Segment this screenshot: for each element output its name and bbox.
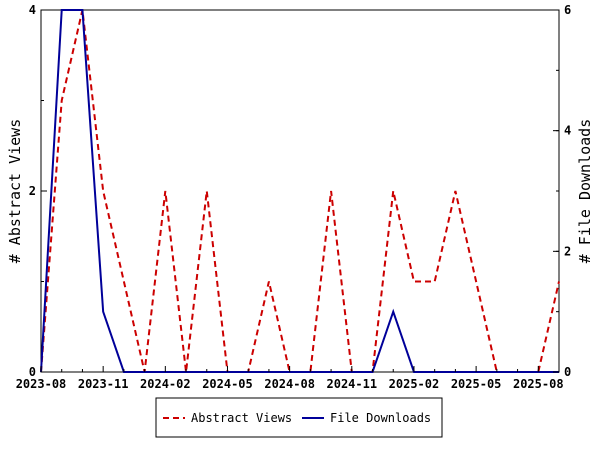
legend: Abstract Views File Downloads bbox=[155, 397, 443, 438]
x-tick-label: 2024-11 bbox=[327, 377, 378, 391]
plot-frame bbox=[40, 9, 560, 373]
legend-label-abstract-views: Abstract Views bbox=[191, 411, 292, 425]
x-tick-label: 2023-08 bbox=[16, 377, 67, 391]
series-line-file-downloads bbox=[40, 9, 559, 373]
y-right-tick-label: 0 bbox=[564, 365, 571, 379]
y-right-tick-label: 6 bbox=[564, 3, 571, 17]
x-tick-label: 2025-05 bbox=[451, 377, 502, 391]
y-axis-right-title: # File Downloads bbox=[576, 119, 594, 264]
plot-area bbox=[40, 9, 560, 373]
x-tick-label: 2025-02 bbox=[389, 377, 440, 391]
series-lines bbox=[40, 9, 560, 373]
legend-box bbox=[155, 397, 443, 438]
series-line-abstract-views bbox=[40, 9, 560, 373]
x-tick-label: 2024-05 bbox=[202, 377, 253, 391]
y-axis-left-title: # Abstract Views bbox=[6, 119, 24, 264]
y-right-tick-label: 2 bbox=[564, 244, 571, 258]
y-left-tick-label: 4 bbox=[29, 3, 36, 17]
x-tick-label: 2025-08 bbox=[513, 377, 564, 391]
x-tick-label: 2024-08 bbox=[264, 377, 315, 391]
y-right-tick-label: 4 bbox=[564, 124, 571, 138]
tick-marks bbox=[40, 9, 560, 373]
legend-label-file-downloads: File Downloads bbox=[330, 411, 431, 425]
y-left-tick-label: 0 bbox=[29, 365, 36, 379]
y-left-tick-label: 2 bbox=[29, 184, 36, 198]
x-tick-label: 2024-02 bbox=[140, 377, 191, 391]
tick-labels: 2023-08 2023-11 2024-02 2024-05 2024-08 2024-… bbox=[16, 3, 572, 391]
x-tick-label: 2023-11 bbox=[78, 377, 129, 391]
